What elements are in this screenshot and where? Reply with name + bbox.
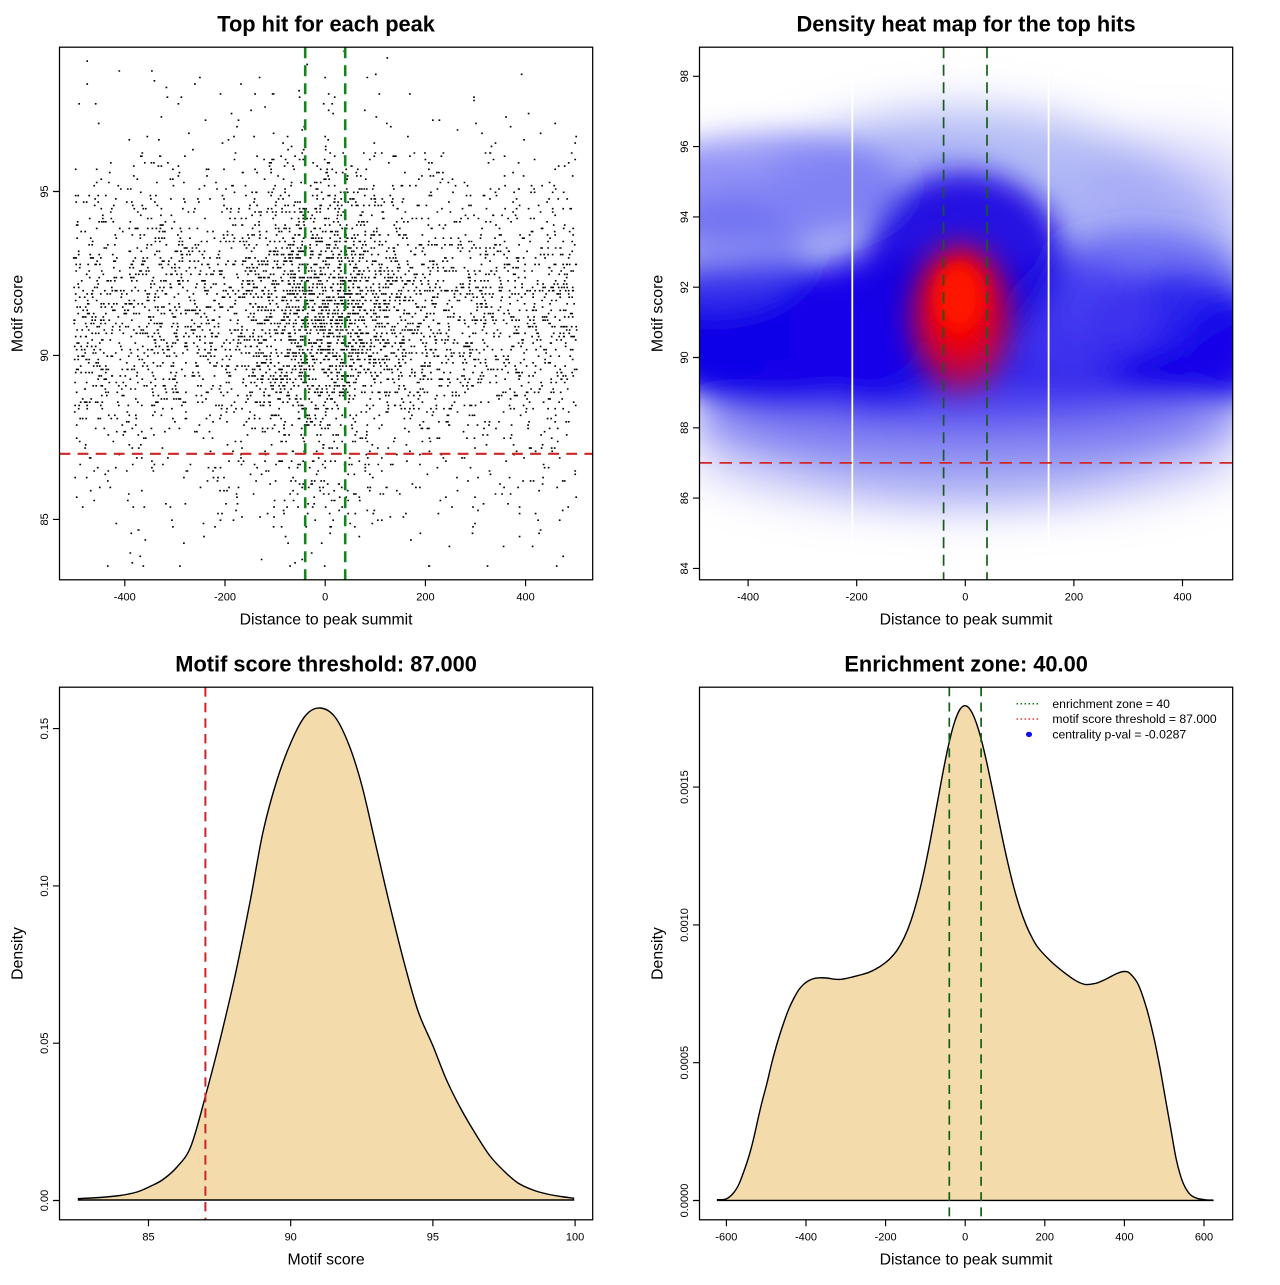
svg-text:98: 98	[679, 70, 691, 82]
svg-text:400: 400	[1173, 592, 1191, 604]
svg-text:0.00: 0.00	[39, 1190, 51, 1211]
svg-text:0.0010: 0.0010	[679, 908, 691, 942]
svg-text:0.05: 0.05	[39, 1032, 51, 1053]
svg-text:85: 85	[39, 513, 51, 525]
svg-text:-400: -400	[114, 592, 136, 604]
svg-text:Distance to peak summit: Distance to peak summit	[880, 1252, 1054, 1269]
svg-text:400: 400	[516, 592, 534, 604]
svg-text:0: 0	[962, 592, 968, 604]
svg-text:centrality p-val = -0.0287: centrality p-val = -0.0287	[1052, 728, 1186, 742]
svg-text:200: 200	[416, 592, 434, 604]
svg-text:96: 96	[679, 140, 691, 152]
svg-text:Top hit for each peak: Top hit for each peak	[217, 12, 435, 37]
svg-text:200: 200	[1065, 592, 1083, 604]
svg-text:-400: -400	[737, 592, 759, 604]
svg-text:-400: -400	[795, 1232, 817, 1244]
svg-text:enrichment zone = 40: enrichment zone = 40	[1052, 697, 1170, 711]
svg-text:90: 90	[285, 1232, 297, 1244]
svg-text:Motif score threshold: 87.000: Motif score threshold: 87.000	[175, 652, 477, 677]
svg-text:-600: -600	[715, 1232, 737, 1244]
svg-text:200: 200	[1036, 1232, 1054, 1244]
svg-text:0.0015: 0.0015	[679, 770, 691, 804]
svg-text:95: 95	[39, 185, 51, 197]
svg-text:Density: Density	[9, 927, 26, 980]
svg-text:Density heat map for the top h: Density heat map for the top hits	[797, 12, 1136, 37]
svg-text:95: 95	[427, 1232, 439, 1244]
svg-text:86: 86	[679, 492, 691, 504]
svg-text:-200: -200	[214, 592, 236, 604]
svg-text:88: 88	[679, 422, 691, 434]
svg-text:motif score threshold = 87.000: motif score threshold = 87.000	[1052, 712, 1217, 726]
svg-text:Motif score: Motif score	[9, 275, 26, 352]
svg-text:0: 0	[322, 592, 328, 604]
svg-text:Motif score: Motif score	[287, 1252, 364, 1269]
svg-text:0.0000: 0.0000	[679, 1184, 691, 1218]
svg-text:Motif score: Motif score	[649, 275, 666, 352]
svg-text:84: 84	[679, 562, 691, 574]
svg-text:0: 0	[962, 1232, 968, 1244]
svg-text:600: 600	[1195, 1232, 1213, 1244]
svg-text:90: 90	[39, 349, 51, 361]
svg-text:Distance to peak summit: Distance to peak summit	[880, 612, 1054, 629]
svg-text:Enrichment zone: 40.00: Enrichment zone: 40.00	[844, 652, 1087, 677]
svg-text:0.0005: 0.0005	[679, 1046, 691, 1080]
svg-text:0.10: 0.10	[39, 875, 51, 896]
svg-text:90: 90	[679, 351, 691, 363]
svg-text:400: 400	[1115, 1232, 1133, 1244]
svg-text:Density: Density	[649, 927, 666, 980]
svg-text:-200: -200	[875, 1232, 897, 1244]
svg-text:Distance to peak summit: Distance to peak summit	[240, 612, 414, 629]
svg-text:-200: -200	[846, 592, 868, 604]
svg-text:92: 92	[679, 281, 691, 293]
svg-text:0.15: 0.15	[39, 718, 51, 739]
svg-text:94: 94	[679, 211, 691, 223]
svg-text:85: 85	[142, 1232, 154, 1244]
svg-text:100: 100	[566, 1232, 584, 1244]
